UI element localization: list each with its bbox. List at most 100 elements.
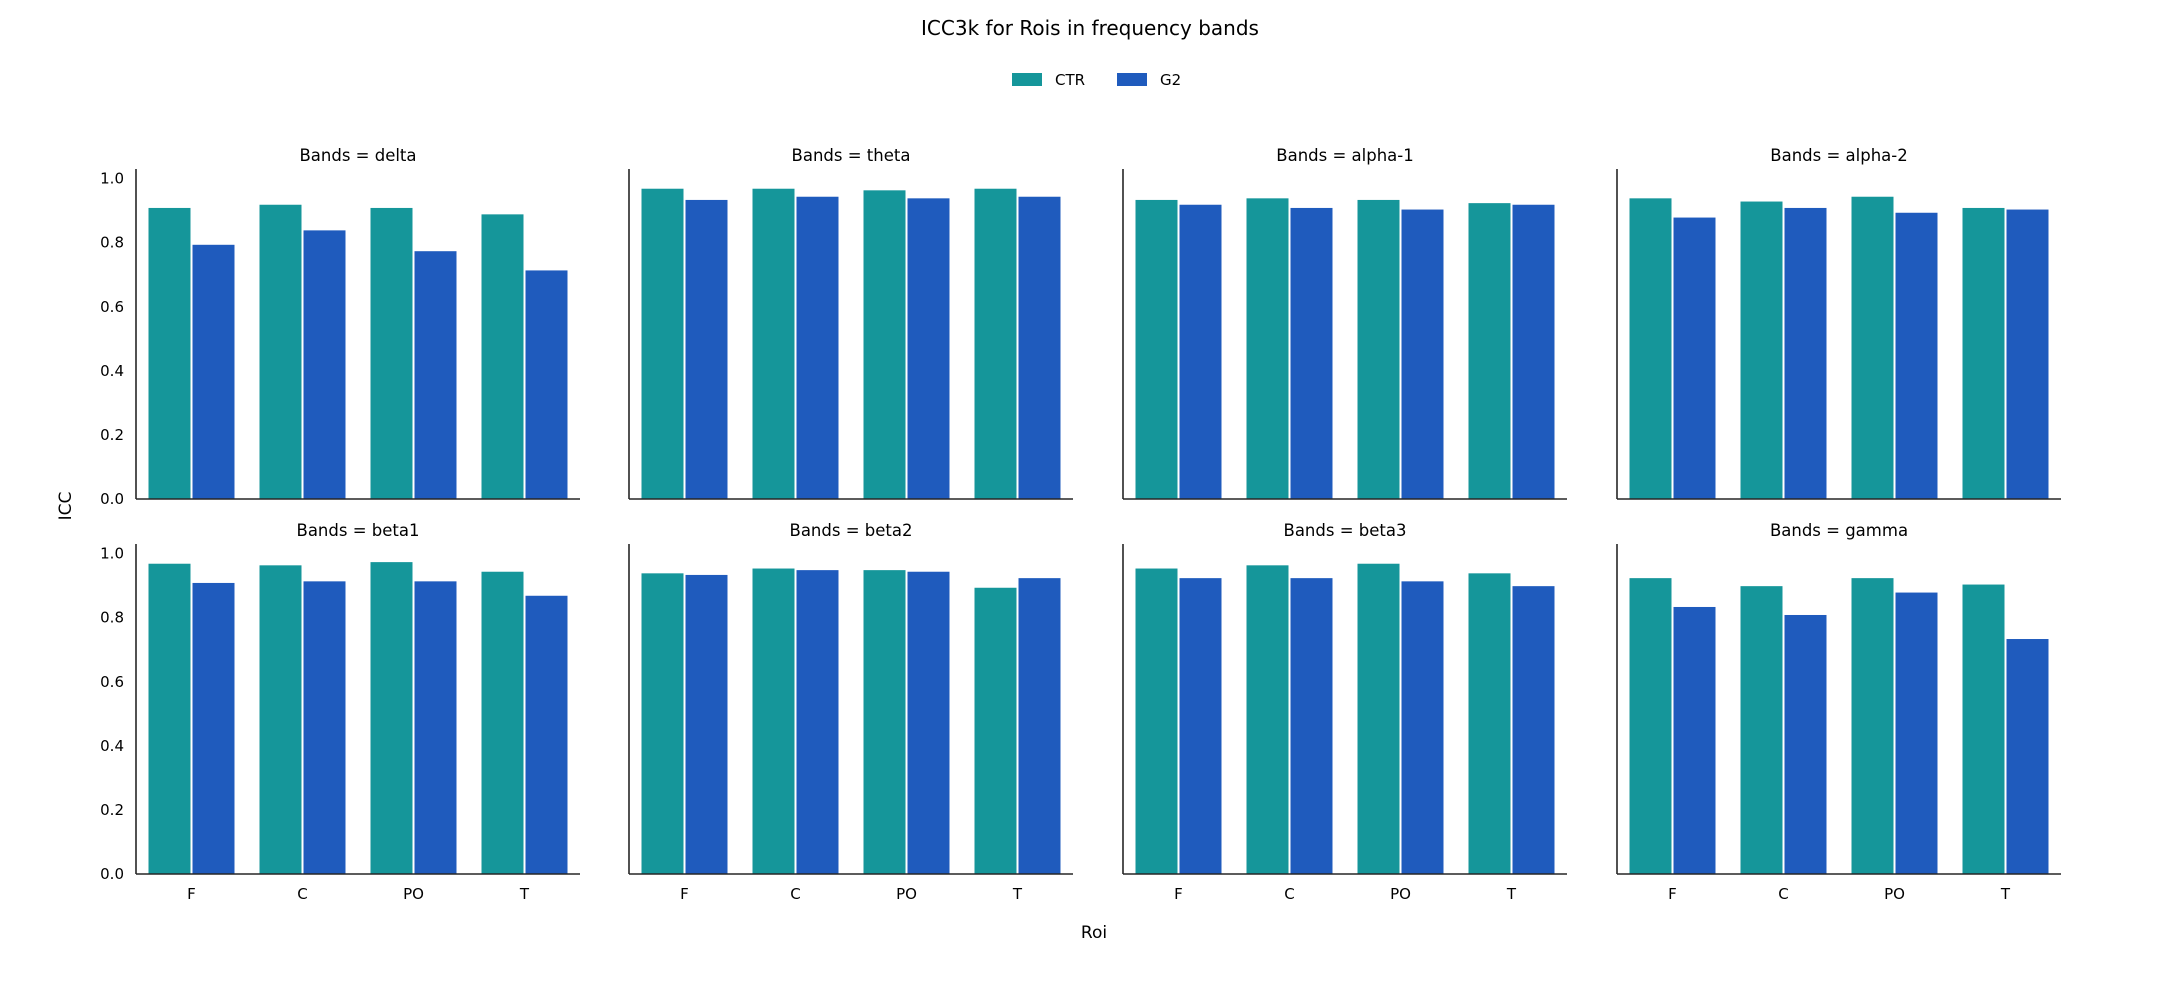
- bar-ctr-t: [480, 213, 525, 500]
- bar-ctr-t: [1467, 572, 1512, 875]
- x-tick-label: C: [1778, 885, 1788, 903]
- y-tick-label: 0.6: [100, 298, 124, 316]
- y-tick-label: 1.0: [100, 545, 124, 563]
- x-tick-label: PO: [1884, 885, 1905, 903]
- bar-g2-po: [906, 197, 951, 500]
- bar-g2-t: [524, 269, 569, 500]
- chart-title: ICC3k for Rois in frequency bands: [921, 16, 1259, 40]
- bar-g2-t: [1511, 585, 1556, 875]
- panels: Bands = delta 0.0 0.2 0.4 0.6 0.8 1.0 Bands = t…: [100, 146, 2061, 903]
- panel-gamma: Bands = gamma F C PO T: [1616, 521, 2061, 903]
- bar-ctr-c: [258, 564, 303, 875]
- legend-swatch-ctr: [1012, 73, 1042, 86]
- legend-swatch-g2: [1117, 73, 1147, 86]
- bar-ctr-c: [258, 203, 303, 500]
- y-tick-label: 1.0: [100, 170, 124, 188]
- x-tick-label: T: [519, 885, 530, 903]
- y-tick-label: 0.0: [100, 865, 124, 883]
- x-tick-label: C: [297, 885, 307, 903]
- bar-ctr-f: [1134, 198, 1179, 500]
- x-tick-label: F: [187, 885, 196, 903]
- x-tick-label: F: [1668, 885, 1677, 903]
- bar-g2-t: [2005, 638, 2050, 875]
- bar-g2-c: [795, 569, 840, 875]
- panel-beta3: Bands = beta3 F C PO T: [1122, 521, 1567, 903]
- panel-beta1: Bands = beta1 0.0 0.2 0.4 0.6 0.8 1.0 F C PO T: [100, 521, 580, 903]
- bar-g2-f: [191, 243, 236, 500]
- legend: CTR G2: [1012, 71, 1181, 89]
- bar-ctr-c: [1245, 564, 1290, 875]
- bar-g2-c: [795, 195, 840, 500]
- y-tick-label: 0.8: [100, 609, 124, 627]
- bar-ctr-t: [480, 570, 525, 875]
- bar-ctr-po: [1850, 577, 1895, 875]
- bar-ctr-c: [1739, 200, 1784, 500]
- bar-g2-po: [1400, 208, 1445, 500]
- bar-ctr-t: [1961, 583, 2006, 875]
- panel-theta: Bands = theta: [628, 146, 1073, 500]
- bar-ctr-f: [1628, 197, 1673, 500]
- x-tick-label: C: [1284, 885, 1294, 903]
- x-tick-label: T: [1012, 885, 1023, 903]
- bar-g2-f: [1672, 216, 1717, 500]
- bar-g2-po: [1894, 211, 1939, 500]
- panel-title: Bands = alpha-1: [1276, 146, 1413, 165]
- bar-g2-f: [1672, 605, 1717, 875]
- panel-title: Bands = theta: [792, 146, 911, 165]
- y-tick-label: 0.0: [100, 490, 124, 508]
- bar-g2-f: [684, 573, 729, 875]
- bar-g2-c: [1783, 206, 1828, 500]
- bar-ctr-t: [1467, 202, 1512, 500]
- bar-g2-f: [684, 198, 729, 500]
- y-tick-label: 0.2: [100, 801, 124, 819]
- panel-alpha-2: Bands = alpha-2: [1616, 146, 2061, 500]
- bar-ctr-f: [1134, 567, 1179, 875]
- panel-title: Bands = beta2: [790, 521, 913, 540]
- panel-title: Bands = beta3: [1284, 521, 1407, 540]
- bar-ctr-po: [1356, 198, 1401, 500]
- x-tick-label: PO: [1390, 885, 1411, 903]
- bar-ctr-f: [640, 572, 685, 875]
- bar-g2-c: [1783, 613, 1828, 875]
- bar-ctr-f: [1628, 577, 1673, 875]
- x-tick-label: PO: [896, 885, 917, 903]
- bar-ctr-po: [369, 561, 414, 875]
- bar-ctr-po: [1850, 195, 1895, 500]
- bar-ctr-c: [751, 187, 796, 500]
- bar-ctr-t: [973, 187, 1018, 500]
- bar-g2-c: [1289, 206, 1334, 500]
- legend-label-ctr: CTR: [1055, 71, 1085, 89]
- panel-title: Bands = beta1: [297, 521, 420, 540]
- bar-ctr-po: [1356, 562, 1401, 875]
- bar-g2-t: [1511, 203, 1556, 500]
- x-axis-label: Roi: [1081, 923, 1107, 943]
- x-tick-label: F: [680, 885, 689, 903]
- y-axis-label: ICC: [56, 492, 76, 521]
- y-tick-label: 0.6: [100, 673, 124, 691]
- x-tick-label: F: [1174, 885, 1183, 903]
- y-tick-label: 0.4: [100, 737, 124, 755]
- panel-title: Bands = alpha-2: [1770, 146, 1907, 165]
- legend-label-g2: G2: [1160, 71, 1181, 89]
- bar-ctr-t: [973, 586, 1018, 875]
- x-tick-label: T: [2000, 885, 2011, 903]
- bar-g2-f: [1178, 203, 1223, 500]
- bar-g2-c: [302, 580, 347, 875]
- bar-g2-po: [413, 580, 458, 875]
- x-tick-label: C: [790, 885, 800, 903]
- bar-g2-f: [191, 581, 236, 875]
- bar-g2-f: [1178, 577, 1223, 875]
- bar-g2-po: [1400, 580, 1445, 875]
- panel-title: Bands = delta: [299, 146, 416, 165]
- panel-title: Bands = gamma: [1770, 521, 1908, 540]
- bar-g2-t: [524, 594, 569, 875]
- bar-ctr-f: [147, 562, 192, 875]
- y-tick-label: 0.2: [100, 426, 124, 444]
- bar-ctr-c: [1245, 197, 1290, 500]
- bar-ctr-f: [147, 206, 192, 500]
- bar-ctr-po: [862, 569, 907, 875]
- bar-g2-t: [1017, 577, 1062, 875]
- bar-ctr-c: [1739, 585, 1784, 875]
- bar-g2-c: [1289, 577, 1334, 875]
- y-tick-label: 0.4: [100, 362, 124, 380]
